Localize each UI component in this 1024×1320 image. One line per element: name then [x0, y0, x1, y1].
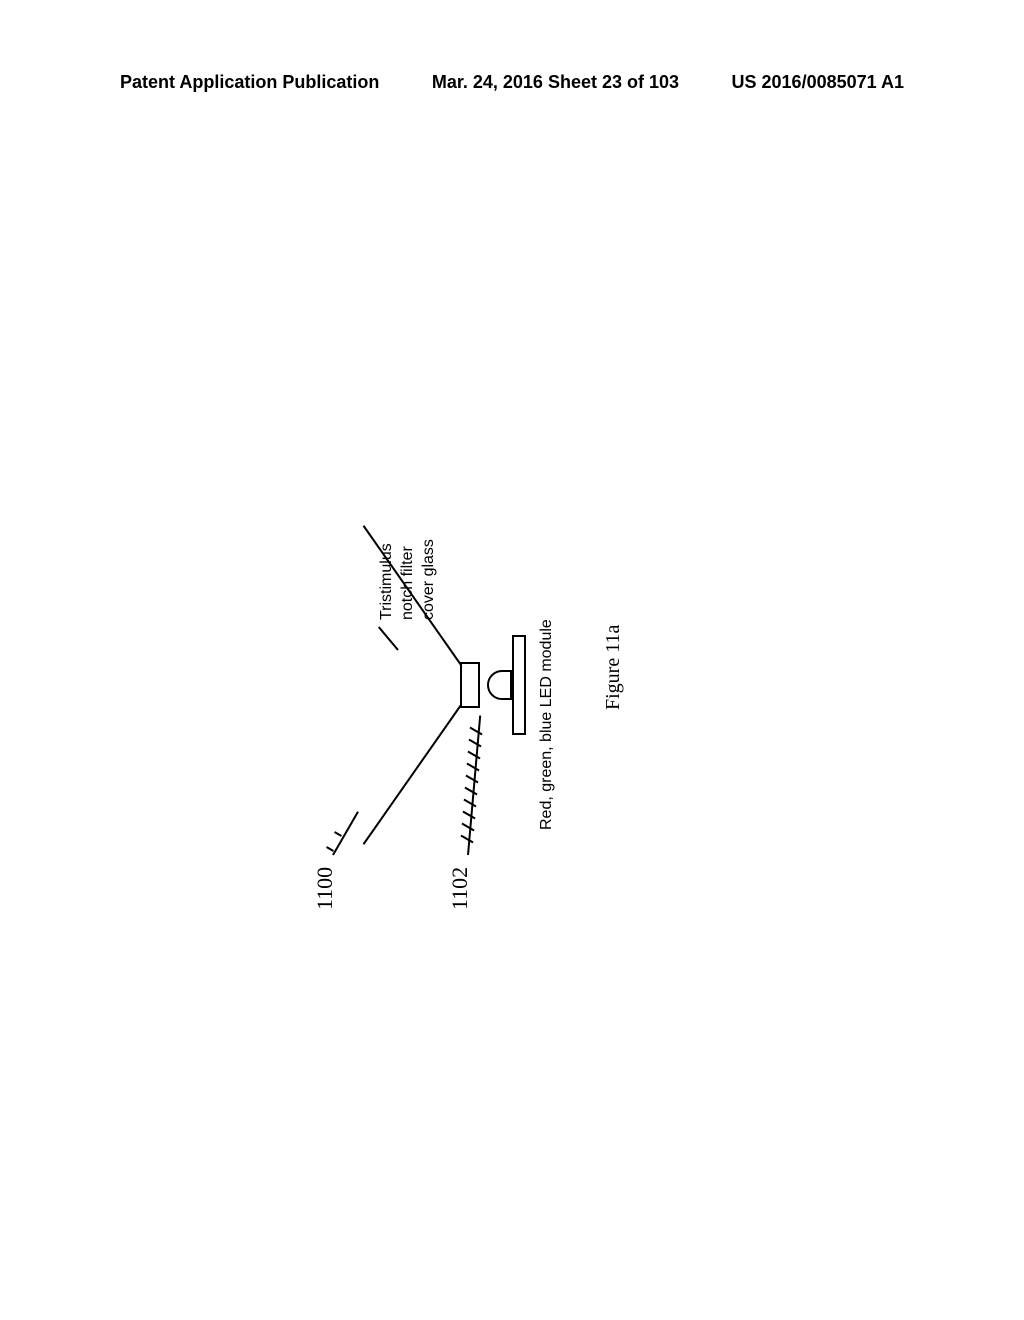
hatch-7: [466, 763, 479, 772]
hatch-10: [469, 727, 482, 736]
ref-number-1102: 1102: [447, 867, 473, 910]
lead-line-1102: [467, 715, 481, 855]
hatch-3: [462, 811, 475, 820]
hatch-8: [467, 751, 480, 760]
label-tristimulus: Tristimulus notch filter cover glass: [377, 539, 439, 620]
cover-glass: [460, 662, 480, 708]
cone-line-left: [363, 704, 462, 844]
hatch-6: [465, 775, 478, 784]
label-tristimulus-line3: cover glass: [419, 539, 440, 620]
ref-number-1100: 1100: [312, 867, 338, 910]
header-center: Mar. 24, 2016 Sheet 23 of 103: [432, 72, 679, 93]
header-right: US 2016/0085071 A1: [732, 72, 904, 93]
label-tristimulus-line2: notch filter: [398, 539, 419, 620]
page-header: Patent Application Publication Mar. 24, …: [0, 72, 1024, 93]
hatch-2: [461, 823, 474, 832]
label-tristimulus-line1: Tristimulus: [377, 539, 398, 620]
tick-1100-1: [326, 846, 334, 852]
header-left: Patent Application Publication: [120, 72, 379, 93]
figure-caption: Figure 11a: [602, 625, 625, 710]
tick-1100-2: [334, 831, 342, 837]
led-module-top: [487, 670, 512, 700]
figure-content: 1100 1102 Tristimulus notch filter cover…: [312, 410, 712, 910]
label-led-module: Red, green, blue LED module: [537, 619, 558, 830]
hatch-9: [468, 739, 481, 748]
hatch-5: [464, 787, 477, 796]
hatch-1: [460, 835, 473, 844]
figure-container: 1100 1102 Tristimulus notch filter cover…: [312, 410, 712, 910]
led-module-base: [512, 635, 526, 735]
lead-line-tristimulus: [378, 626, 399, 650]
hatch-4: [463, 799, 476, 808]
